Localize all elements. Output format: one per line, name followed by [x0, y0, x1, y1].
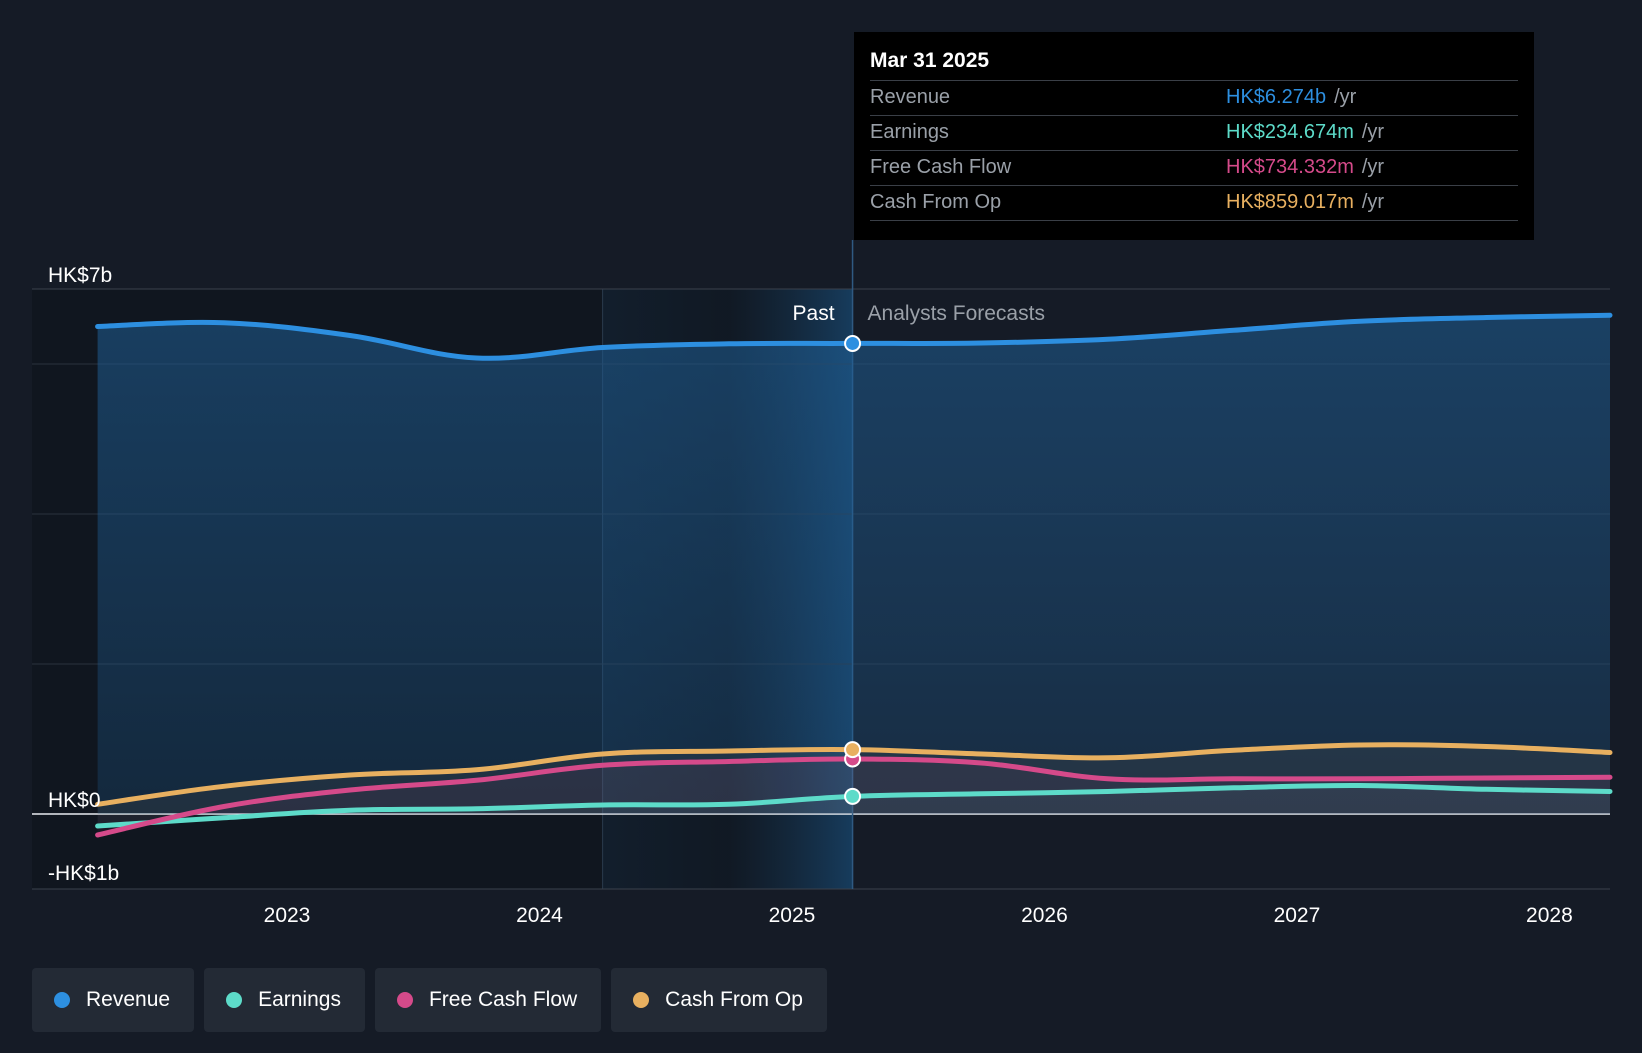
x-tick-label: 2024 [516, 904, 563, 927]
tooltip-unit: /yr [1361, 191, 1385, 213]
tooltip-row-earnings: Earnings HK$234.674m /yr [870, 116, 1518, 151]
tooltip-value: HK$734.332m [1226, 156, 1354, 178]
legend-item-free-cash-flow[interactable]: Free Cash Flow [374, 968, 602, 1032]
legend-dot-icon [226, 992, 243, 1008]
tooltip-value: HK$6.274b [1226, 86, 1327, 108]
earnings-marker [844, 787, 862, 805]
revenue-marker [844, 334, 862, 352]
tooltip-label: Revenue [870, 86, 951, 108]
x-tick-label: 2026 [1021, 904, 1068, 927]
tooltip-row-cash-from-op: Cash From Op HK$859.017m /yr [870, 186, 1518, 221]
tooltip-unit: /yr [1334, 86, 1357, 108]
tooltip-panel: Mar 31 2025 Revenue HK$6.274b /yr Earnin… [854, 32, 1534, 240]
legend-dot-icon [633, 992, 650, 1008]
legend-item-earnings[interactable]: Earnings [204, 968, 365, 1032]
y-axis-label: HK$7b [48, 264, 112, 287]
legend-item-revenue[interactable]: Revenue [32, 968, 195, 1032]
tooltip-label: Cash From Op [870, 191, 1002, 213]
tooltip-date: Mar 31 2025 [870, 46, 1518, 81]
past-label: Past [793, 302, 835, 325]
legend-label: Revenue [86, 988, 171, 1011]
legend-dot-icon [54, 992, 70, 1008]
y-axis-label: HK$0 [48, 789, 101, 812]
tooltip-label: Free Cash Flow [870, 156, 1012, 178]
y-axis-label: -HK$1b [48, 862, 119, 885]
forecast-label: Analysts Forecasts [868, 302, 1045, 325]
legend-label: Free Cash Flow [428, 988, 578, 1011]
tooltip-value: HK$234.674m [1226, 121, 1354, 143]
tooltip-row-revenue: Revenue HK$6.274b /yr [870, 81, 1518, 116]
x-tick-label: 2025 [769, 904, 816, 927]
tooltip-unit: /yr [1361, 121, 1385, 143]
tooltip-value: HK$859.017m [1226, 191, 1354, 213]
revenue-area [97, 315, 1611, 814]
cash-from-op-area [97, 744, 1611, 814]
legend-label: Earnings [258, 988, 341, 1011]
legend-item-cash-from-op[interactable]: Cash From Op [611, 968, 827, 1032]
x-tick-label: 2023 [264, 904, 311, 927]
legend-label: Cash From Op [665, 988, 803, 1011]
x-tick-label: 2027 [1274, 904, 1321, 927]
legend-dot-icon [396, 992, 413, 1008]
tooltip-row-free-cash-flow: Free Cash Flow HK$734.332m /yr [870, 151, 1518, 186]
tooltip-label: Earnings [870, 121, 949, 143]
tooltip-unit: /yr [1361, 156, 1385, 178]
earnings-area [97, 785, 1611, 826]
x-tick-label: 2028 [1526, 904, 1573, 927]
cash-from-op-marker [844, 741, 862, 759]
chart-legend: Revenue Earnings Free Cash Flow Cash Fro… [32, 968, 827, 1032]
